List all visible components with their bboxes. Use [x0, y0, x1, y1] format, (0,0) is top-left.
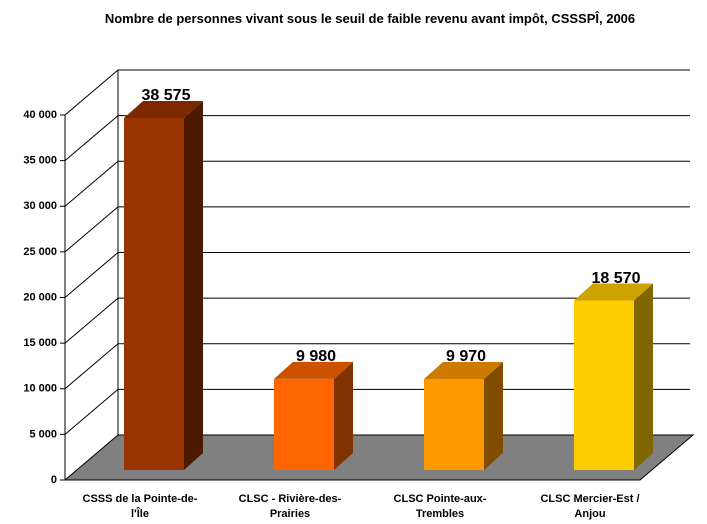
- grid-line: [64, 206, 119, 253]
- bar: [574, 300, 634, 470]
- floor: [63, 434, 695, 481]
- grid-line: [64, 388, 119, 435]
- bar-side: [484, 362, 503, 470]
- grid-line: [64, 160, 119, 207]
- y-tick-label: 10 000: [23, 383, 57, 395]
- value-label: 9 970: [446, 348, 486, 365]
- y-tick-label: 30 000: [23, 200, 57, 212]
- y-tick-label: 35 000: [23, 155, 57, 167]
- bar-side: [634, 283, 653, 470]
- grid-line: [64, 69, 119, 116]
- x-tick-label: CLSC Pointe-aux-Trembles: [393, 493, 487, 520]
- bar-top: [124, 101, 203, 119]
- bar-side: [184, 101, 203, 471]
- y-tick-label: 0: [51, 474, 57, 486]
- x-tick-label: CLSC - Rivière-des-Prairies: [238, 493, 342, 520]
- bar-side: [334, 361, 353, 470]
- bar: [274, 378, 334, 470]
- bar-top: [424, 362, 503, 380]
- y-tick-label: 25 000: [23, 246, 57, 258]
- chart-title: Nombre de personnes vivant sous le seuil…: [104, 11, 636, 26]
- bar-top: [574, 283, 653, 301]
- y-tick-label: 20 000: [23, 291, 57, 303]
- grid-line: [64, 115, 119, 162]
- bar-top: [274, 361, 353, 379]
- x-tick-label: CLSC Mercier-Est / Anjou: [540, 493, 640, 520]
- x-tick-label: CSSS de la Pointe-de-l'Île: [82, 493, 198, 520]
- value-label: 18 570: [592, 270, 641, 287]
- bar: [424, 379, 484, 470]
- y-tick-label: 5 000: [29, 428, 57, 440]
- grid-line: [64, 252, 119, 298]
- y-tick-label: 40 000: [23, 109, 57, 121]
- y-tick-label: 15 000: [23, 337, 57, 349]
- value-label: 38 575: [142, 87, 191, 104]
- value-label: 9 980: [296, 348, 336, 365]
- bar: [124, 118, 184, 471]
- grid-line: [64, 297, 119, 344]
- grid-line: [64, 343, 119, 390]
